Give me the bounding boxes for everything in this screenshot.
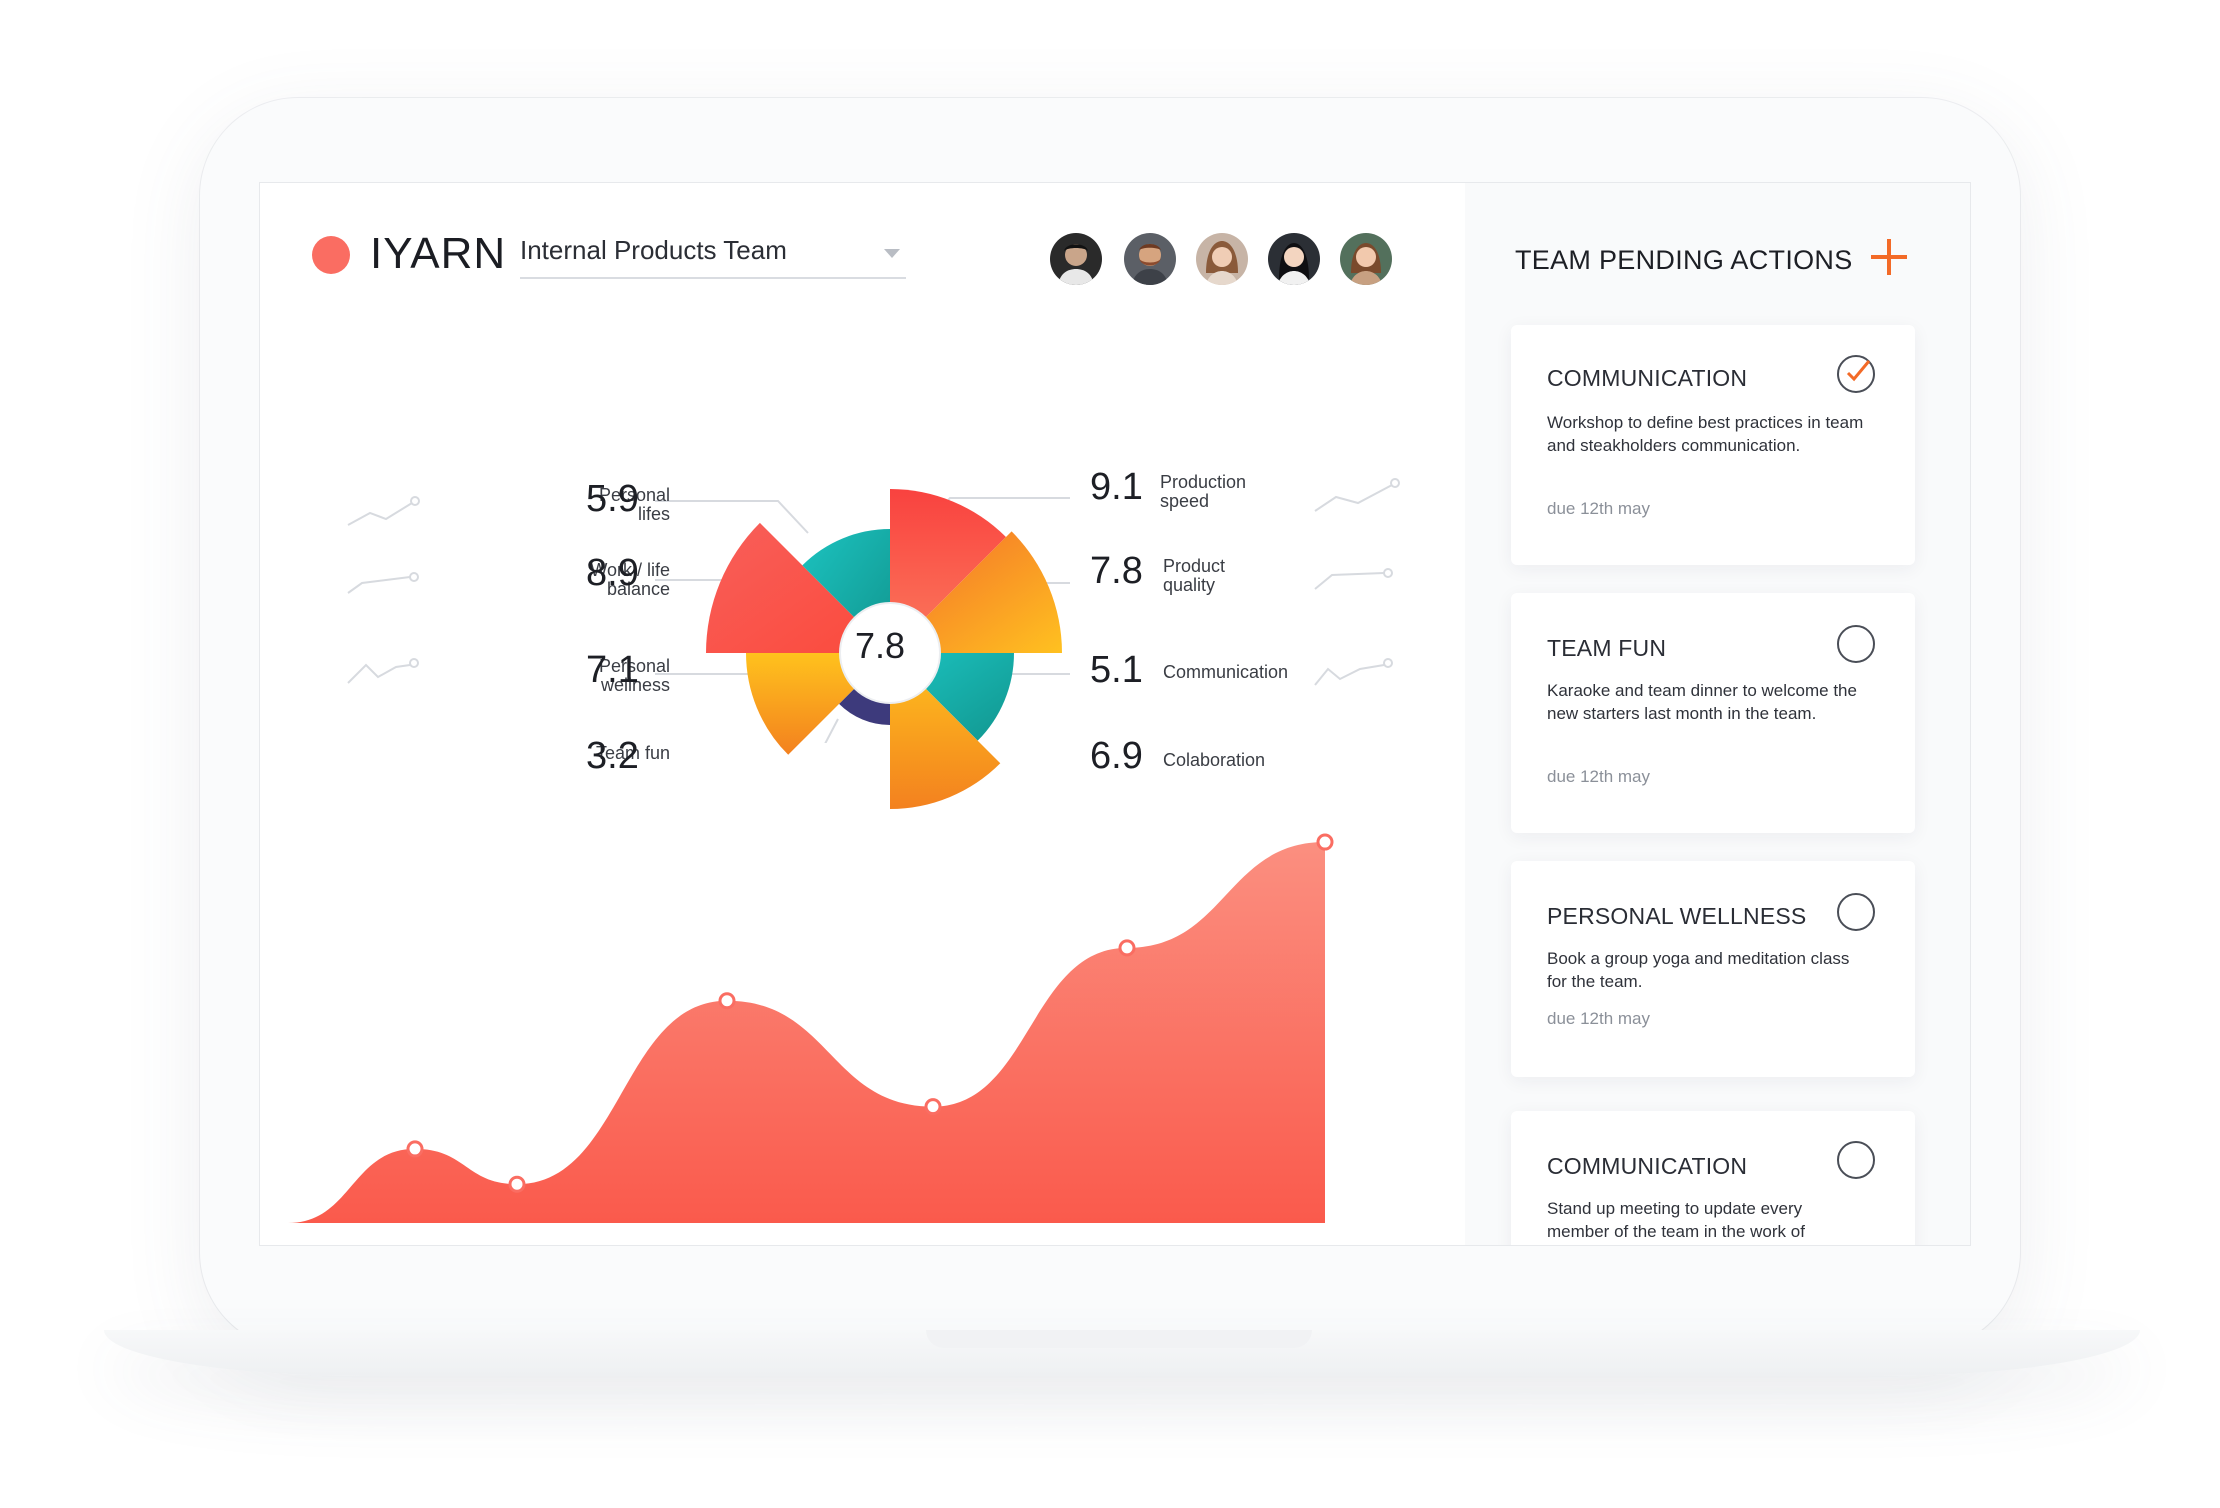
sparkline-personal-wellness [347, 663, 411, 684]
action-title: COMMUNICATION [1547, 365, 1748, 391]
metric-value: 7.8 [1090, 550, 1143, 592]
metric-label: Work / life balance [590, 560, 670, 599]
metric-value: 7.1 [586, 649, 639, 691]
sparkline-personal-lifes [347, 502, 413, 526]
avatar[interactable] [1196, 233, 1248, 285]
connector-personal-lifes [655, 500, 809, 534]
metric-label: Product quality [1163, 556, 1226, 595]
overall-score: 7.8 [854, 625, 906, 666]
action-card[interactable]: COMMUNICATION Stand up meeting to update… [1511, 1111, 1915, 1245]
circle-check-icon[interactable] [1837, 893, 1875, 931]
sparkline-communication [1314, 664, 1385, 686]
action-description: Stand up meeting to update every member … [1547, 1199, 1805, 1241]
metric-label: Personal wellness [598, 656, 670, 695]
avatar[interactable] [1124, 233, 1176, 285]
action-title: PERSONAL WELLNESS [1547, 903, 1807, 929]
metric-label: Production speed [1160, 472, 1247, 511]
circle-check-icon[interactable] [1837, 625, 1875, 663]
wellness-radial-chart [706, 489, 1062, 809]
done-check-icon[interactable] [1837, 355, 1875, 393]
trend-point[interactable] [1316, 833, 1334, 851]
metric-label: Team fun [595, 743, 670, 763]
metric-value: 6.9 [1090, 735, 1143, 777]
metric-label: Personal lifes [598, 485, 670, 524]
app-screen: IYARN Internal Products Team [259, 182, 1971, 1246]
side-panel: TEAM PENDING ACTIONS COMMUNICATION Works… [1465, 183, 1970, 1245]
metric-value: 9.1 [1090, 466, 1143, 508]
metric-label: Colaboration [1163, 750, 1266, 770]
trend-point[interactable] [718, 992, 736, 1010]
metric-label: Communication [1163, 662, 1289, 682]
action-title: TEAM FUN [1547, 635, 1667, 661]
trend-point[interactable] [406, 1140, 424, 1158]
team-select-value: Internal Products Team [520, 235, 787, 265]
brand-name: IYARN [370, 229, 507, 278]
action-due: due 12th may [1547, 499, 1651, 518]
sparkline-product-quality [1314, 572, 1385, 590]
action-card[interactable]: PERSONAL WELLNESS Book a group yoga and … [1511, 861, 1915, 1077]
add-action-button[interactable] [1871, 239, 1907, 275]
metric-value: 3.2 [586, 735, 639, 777]
action-card[interactable]: TEAM FUN Karaoke and team dinner to welc… [1511, 593, 1915, 833]
laptop-notch [926, 1330, 1312, 1348]
action-title: COMMUNICATION [1547, 1153, 1748, 1179]
action-due: due 12th may [1547, 767, 1651, 786]
action-description: Karaoke and team dinner to welcome the n… [1547, 681, 1857, 723]
sparkline-work-life [347, 576, 411, 594]
side-title: TEAM PENDING ACTIONS [1515, 245, 1853, 275]
trend-point[interactable] [508, 1175, 526, 1193]
avatar[interactable] [1050, 233, 1102, 285]
action-description: Book a group yoga and meditation class f… [1547, 949, 1850, 991]
main-panel: IYARN Internal Products Team [260, 183, 1465, 1245]
team-select[interactable]: Internal Products Team [520, 235, 906, 279]
trend-area [288, 842, 1325, 1223]
trend-point[interactable] [924, 1098, 942, 1116]
action-card[interactable]: COMMUNICATION Workshop to define best pr… [1511, 325, 1915, 565]
avatar[interactable] [1340, 233, 1392, 285]
action-due: due 12th may [1547, 1009, 1651, 1028]
sparkline-production-speed [1314, 484, 1393, 512]
metric-value: 5.1 [1090, 649, 1143, 691]
circle-check-icon[interactable] [1837, 1141, 1875, 1179]
action-description: Workshop to define best practices in tea… [1547, 413, 1864, 455]
metric-value: 5.9 [586, 478, 639, 520]
trend-point[interactable] [1118, 939, 1136, 957]
logo-dot-icon [312, 236, 350, 274]
trend-area-chart [288, 833, 1334, 1223]
avatar[interactable] [1268, 233, 1320, 285]
chevron-down-icon[interactable] [884, 249, 900, 258]
metric-value: 8.9 [586, 552, 639, 594]
